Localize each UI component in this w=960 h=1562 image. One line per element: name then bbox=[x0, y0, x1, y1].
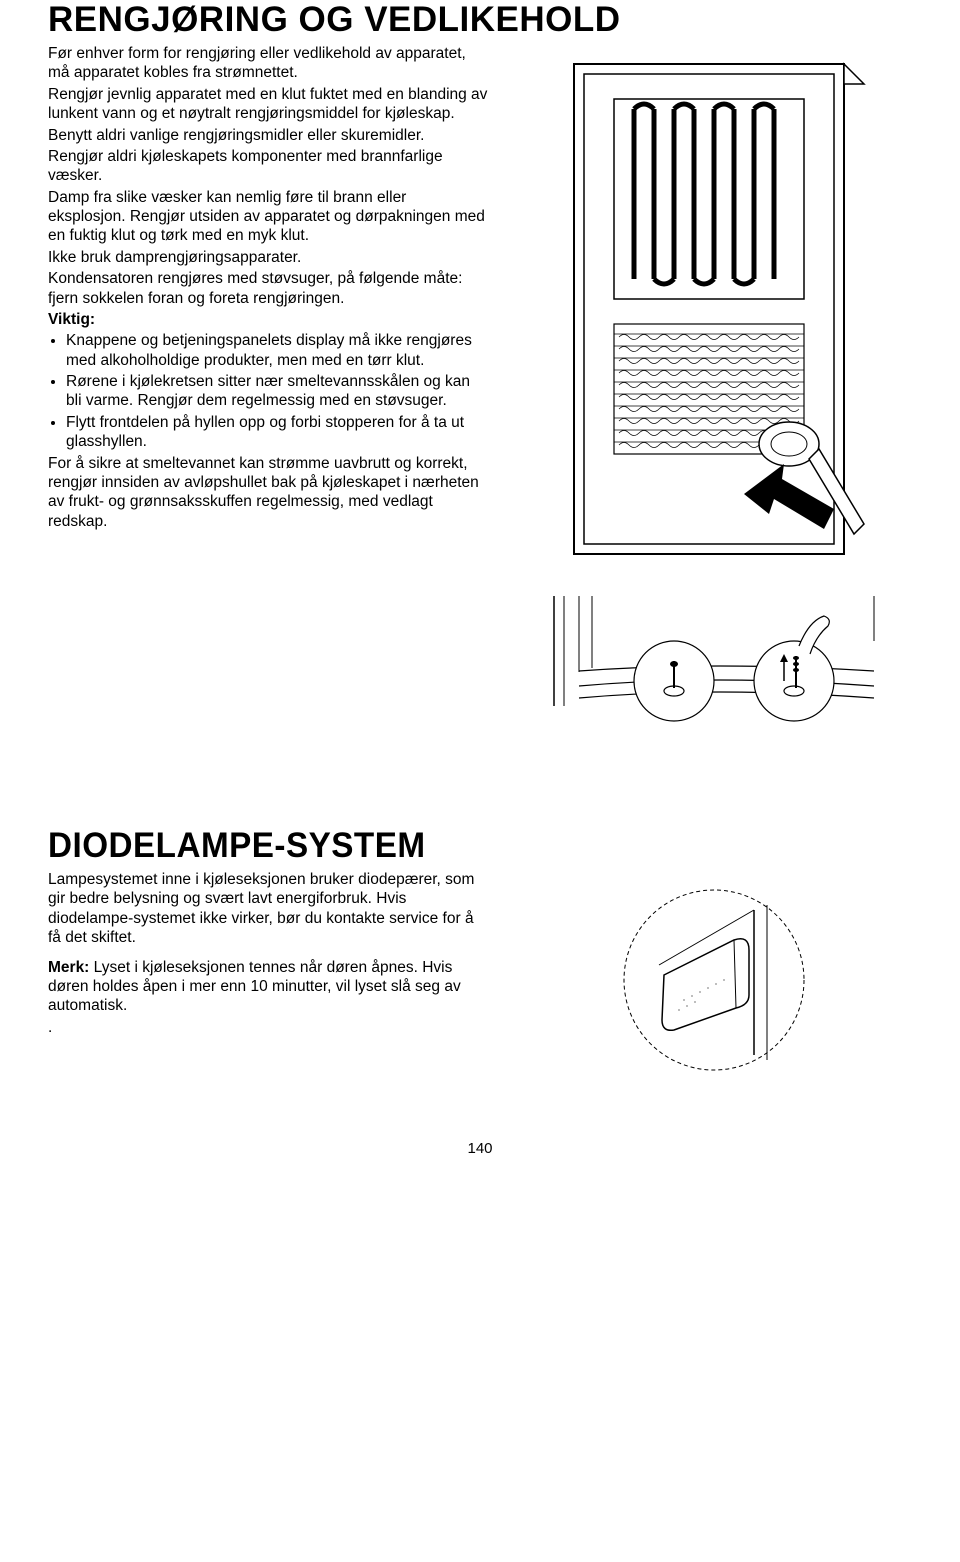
paragraph: Før enhver form for rengjøring eller ved… bbox=[48, 44, 488, 83]
note-paragraph: Merk: Lyset i kjøleseksjonen tennes når … bbox=[48, 958, 488, 1016]
paragraph: Rengjør aldri kjøleskapets komponenter m… bbox=[48, 147, 488, 186]
two-column-layout-2: Lampesystemet inne i kjøleseksjonen bruk… bbox=[48, 870, 912, 1080]
text-column-1: Før enhver form for rengjøring eller ved… bbox=[48, 44, 488, 726]
section-diode-lamp: DIODELAMPE-SYSTEM Lampesystemet inne i k… bbox=[48, 826, 912, 1080]
important-list: Knappene og betjeningspanelets display m… bbox=[48, 331, 488, 451]
paragraph: Lampesystemet inne i kjøleseksjonen bruk… bbox=[48, 870, 488, 948]
list-item: Flytt frontdelen på hyllen opp og forbi … bbox=[66, 413, 488, 452]
paragraph: Rengjør jevnlig apparatet med en klut fu… bbox=[48, 85, 488, 124]
section-title-2: DIODELAMPE-SYSTEM bbox=[48, 826, 869, 866]
paragraph: Damp fra slike væsker kan nemlig føre ti… bbox=[48, 188, 488, 246]
fridge-condenser-illustration bbox=[554, 54, 874, 574]
paragraph: Ikke bruk damprengjøringsapparater. bbox=[48, 248, 488, 267]
section-cleaning-maintenance: RENGJØRING OG VEDLIKEHOLD Før enhver for… bbox=[48, 0, 912, 726]
paragraph: For å sikre at smeltevannet kan strømme … bbox=[48, 454, 488, 532]
list-item: Rørene i kjølekretsen sitter nær smeltev… bbox=[66, 372, 488, 411]
page-number: 140 bbox=[48, 1140, 912, 1157]
led-lamp-illustration bbox=[604, 880, 824, 1080]
illustration-column-1 bbox=[516, 44, 912, 726]
text-column-2: Lampesystemet inne i kjøleseksjonen bruk… bbox=[48, 870, 488, 1080]
trailing-dot: . bbox=[48, 1018, 488, 1037]
note-text: Lyset i kjøleseksjonen tennes når døren … bbox=[48, 959, 461, 1015]
note-label: Merk: bbox=[48, 959, 89, 976]
paragraph: Benytt aldri vanlige rengjøringsmidler e… bbox=[48, 126, 488, 145]
paragraph: Kondensatoren rengjøres med støvsuger, p… bbox=[48, 269, 488, 308]
drain-hole-illustration bbox=[544, 586, 884, 726]
list-item: Knappene og betjeningspanelets display m… bbox=[66, 331, 488, 370]
section-title-1: RENGJØRING OG VEDLIKEHOLD bbox=[48, 0, 912, 40]
illustration-column-2 bbox=[516, 870, 912, 1080]
important-label: Viktig: bbox=[48, 310, 488, 329]
document-page: RENGJØRING OG VEDLIKEHOLD Før enhver for… bbox=[0, 0, 960, 1197]
two-column-layout-1: Før enhver form for rengjøring eller ved… bbox=[48, 44, 912, 726]
